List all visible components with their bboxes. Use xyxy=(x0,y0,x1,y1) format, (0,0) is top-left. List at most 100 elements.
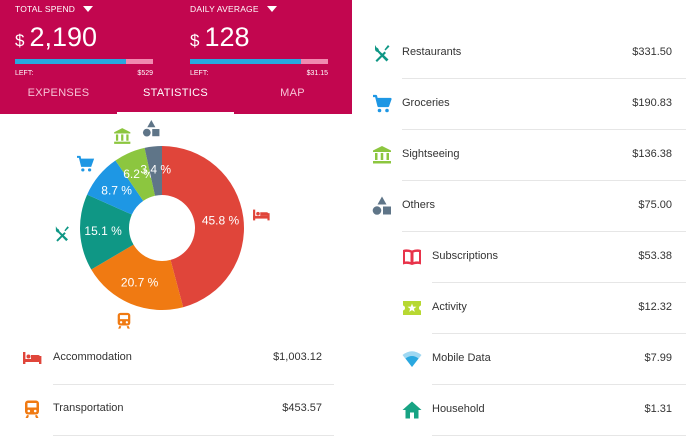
category-name: Restaurants xyxy=(402,46,462,58)
category-name: Activity xyxy=(432,301,467,313)
category-amount: $136.38 xyxy=(632,148,672,160)
list-item-subscriptions[interactable]: Subscriptions $53.38 xyxy=(352,232,700,283)
tab-map-label: MAP xyxy=(280,87,305,99)
summary-header: TOTAL SPEND $ 2,190 LEFT: $529 DAILY AVE… xyxy=(0,0,352,114)
category-name: Others xyxy=(402,199,436,211)
ticket-icon xyxy=(403,301,421,315)
currency-symbol: $ xyxy=(15,31,25,50)
slice-percent-label: 6.2 % xyxy=(123,167,154,181)
category-name: Transportation xyxy=(53,402,124,414)
donut-center-hole xyxy=(129,195,195,261)
total-spend-label: TOTAL SPEND xyxy=(15,4,76,14)
category-amount: $331.50 xyxy=(632,46,672,58)
shapes-icon xyxy=(372,196,391,215)
book-icon xyxy=(403,249,421,265)
fork-knife-icon xyxy=(55,226,69,242)
divider xyxy=(53,384,334,385)
tab-statistics[interactable]: STATISTICS xyxy=(117,82,234,114)
slice-percent-label: 20.7 % xyxy=(121,276,159,290)
cart-icon xyxy=(373,94,392,113)
slice-percent-label: 15.1 % xyxy=(84,224,122,238)
bank-icon xyxy=(373,146,391,164)
total-spend-progress-fill xyxy=(15,59,127,64)
statistics-screen: TOTAL SPEND $ 2,190 LEFT: $529 DAILY AVE… xyxy=(0,0,352,438)
divider xyxy=(432,282,686,283)
divider xyxy=(402,231,686,232)
tab-expenses[interactable]: EXPENSES xyxy=(0,82,117,114)
divider xyxy=(402,78,686,79)
slice-percent-label: 8.7 % xyxy=(101,183,132,197)
daily-average-value: 128 xyxy=(204,22,250,52)
slice-percent-label: 3.4 % xyxy=(140,162,171,176)
category-amount: $1,003.12 xyxy=(273,351,322,363)
donut-slice-groceries[interactable] xyxy=(87,160,144,215)
house-icon xyxy=(402,401,422,419)
list-item-mobile-data[interactable]: Mobile Data $7.99 xyxy=(352,334,700,385)
category-name: Subscriptions xyxy=(432,250,499,262)
divider xyxy=(402,129,686,130)
caret-down-icon xyxy=(83,6,94,12)
divider xyxy=(402,180,686,181)
slice-percent-label: 45.8 % xyxy=(202,213,240,227)
total-spend-value: 2,190 xyxy=(29,22,98,52)
donut-slice-accommodation[interactable] xyxy=(162,146,244,308)
list-item-transportation[interactable]: Transportation $453.57 xyxy=(0,385,352,436)
category-amount: $75.00 xyxy=(638,199,672,211)
tab-bar: EXPENSES STATISTICS MAP xyxy=(0,82,352,114)
shapes-icon xyxy=(142,120,160,137)
list-item-household[interactable]: Household $1.31 xyxy=(352,385,700,436)
category-name: Household xyxy=(432,403,485,415)
left-label: LEFT: xyxy=(190,70,209,77)
train-icon xyxy=(117,312,131,329)
tab-expenses-label: EXPENSES xyxy=(27,87,90,99)
daily-average-amount: $ 128 xyxy=(190,22,250,53)
category-amount: $1.31 xyxy=(644,403,672,415)
daily-average-label: DAILY AVERAGE xyxy=(190,4,259,14)
daily-average-dropdown[interactable]: DAILY AVERAGE xyxy=(190,4,277,14)
train-icon xyxy=(25,400,39,418)
fork-knife-icon xyxy=(375,45,390,62)
total-spend-progress-bar xyxy=(15,59,153,64)
list-item-accommodation[interactable]: Accommodation $1,003.12 xyxy=(0,334,352,385)
donut-slice-sightseeing[interactable] xyxy=(115,147,155,201)
donut-slice-restaurants[interactable] xyxy=(79,194,134,270)
left-label: LEFT: xyxy=(15,70,34,77)
daily-average-progress-fill xyxy=(190,59,301,64)
divider xyxy=(432,435,686,436)
divider xyxy=(53,435,334,436)
category-donut-chart: 45.8 % 20.7 % 15.1 % 8.7 % 6.2 % 3.4 % xyxy=(0,114,352,344)
list-item-activity[interactable]: Activity $12.32 xyxy=(352,283,700,334)
category-amount: $12.32 xyxy=(638,301,672,313)
cart-icon xyxy=(76,155,95,172)
donut-slice-others[interactable] xyxy=(144,146,162,196)
divider xyxy=(432,333,686,334)
list-item-restaurants[interactable]: Restaurants $331.50 xyxy=(352,28,700,79)
category-name: Accommodation xyxy=(53,351,132,363)
category-name: Sightseeing xyxy=(402,148,460,160)
category-amount: $190.83 xyxy=(632,97,672,109)
daily-left-value: $31.15 xyxy=(306,70,328,77)
tab-statistics-label: STATISTICS xyxy=(143,87,208,99)
list-item-others[interactable]: Others $75.00 xyxy=(352,181,700,232)
category-amount: $7.99 xyxy=(644,352,672,364)
total-spend-dropdown[interactable]: TOTAL SPEND xyxy=(15,4,94,14)
bed-icon xyxy=(23,352,42,364)
donut-chart-svg: 45.8 % 20.7 % 15.1 % 8.7 % 6.2 %3.4 % xyxy=(55,120,270,329)
list-item-sightseeing[interactable]: Sightseeing $136.38 xyxy=(352,130,700,181)
total-spend-amount: $ 2,190 xyxy=(15,22,97,53)
donut-slice-transportation[interactable] xyxy=(91,244,184,310)
active-tab-indicator xyxy=(117,112,234,114)
divider xyxy=(432,384,686,385)
tab-map[interactable]: MAP xyxy=(234,82,351,114)
category-name: Groceries xyxy=(402,97,450,109)
daily-average-progress-bar xyxy=(190,59,328,64)
wifi-icon xyxy=(402,351,422,367)
category-list-panel: Restaurants $331.50 Groceries $190.83 Si… xyxy=(352,0,700,438)
bank-icon xyxy=(114,128,131,144)
bed-icon xyxy=(253,209,270,221)
category-amount: $53.38 xyxy=(638,250,672,262)
caret-down-icon xyxy=(266,6,277,12)
total-left-value: $529 xyxy=(137,70,153,77)
list-item-groceries[interactable]: Groceries $190.83 xyxy=(352,79,700,130)
currency-symbol: $ xyxy=(190,31,200,50)
